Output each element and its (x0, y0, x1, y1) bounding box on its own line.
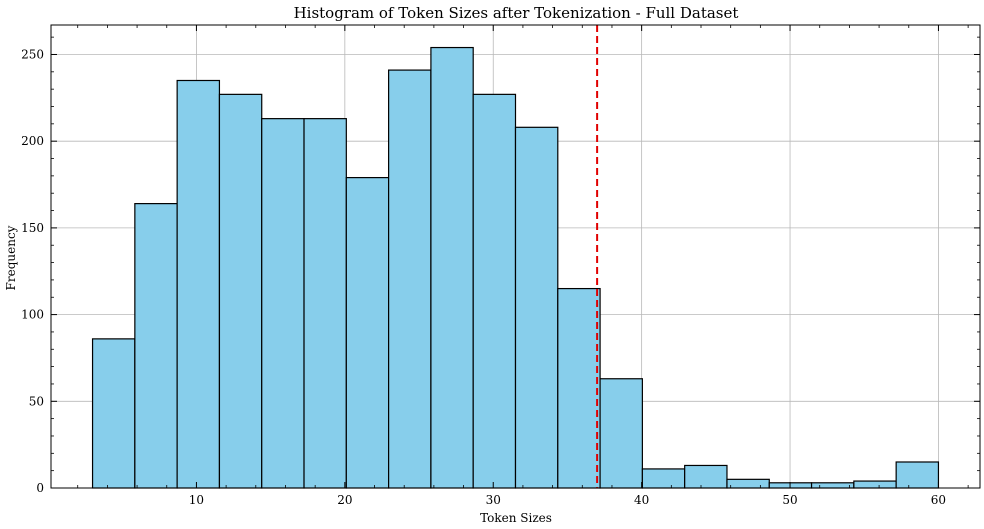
histogram-bar (430, 46, 474, 489)
x-tick-label: 10 (189, 493, 204, 507)
histogram-bar (91, 338, 136, 489)
chart-title: Histogram of Token Sizes after Tokenizat… (294, 4, 739, 22)
histogram-bar (726, 478, 770, 489)
histogram-bar (303, 118, 347, 489)
histogram-bar (641, 468, 686, 489)
x-tick-label: 60 (931, 493, 946, 507)
histogram-bar (345, 176, 390, 489)
histogram-bars (91, 46, 940, 489)
x-tick-label: 30 (486, 493, 501, 507)
histogram-bar (810, 482, 855, 489)
histogram-bar (388, 69, 432, 489)
histogram-bar (514, 126, 559, 489)
x-tick-label: 20 (337, 493, 352, 507)
histogram-bar (261, 118, 305, 489)
x-tick-label: 50 (782, 493, 797, 507)
y-axis-label: Frequency (4, 225, 18, 290)
y-tick-label: 250 (21, 47, 44, 61)
y-tick-label: 150 (21, 221, 44, 235)
y-tick-label: 0 (36, 481, 44, 495)
x-axis-label: Token Sizes (480, 511, 552, 525)
y-tick-label: 50 (29, 394, 44, 408)
y-tick-label: 200 (21, 134, 44, 148)
histogram-bar (853, 480, 897, 489)
y-tick-label: 100 (21, 308, 44, 322)
histogram-bar (176, 79, 221, 489)
plot-frame (50, 24, 981, 489)
histogram-bar (472, 93, 517, 489)
histogram-bar (134, 203, 178, 489)
histogram-bar (895, 461, 940, 489)
histogram-bar (557, 287, 601, 489)
histogram-bar (218, 93, 263, 489)
axis-ticks: 10 20 30 40 50 60 0 50 100 150 200 250 (21, 25, 980, 507)
x-tick-label: 40 (634, 493, 649, 507)
histogram-bar (599, 378, 643, 489)
histogram-bar (684, 464, 728, 489)
